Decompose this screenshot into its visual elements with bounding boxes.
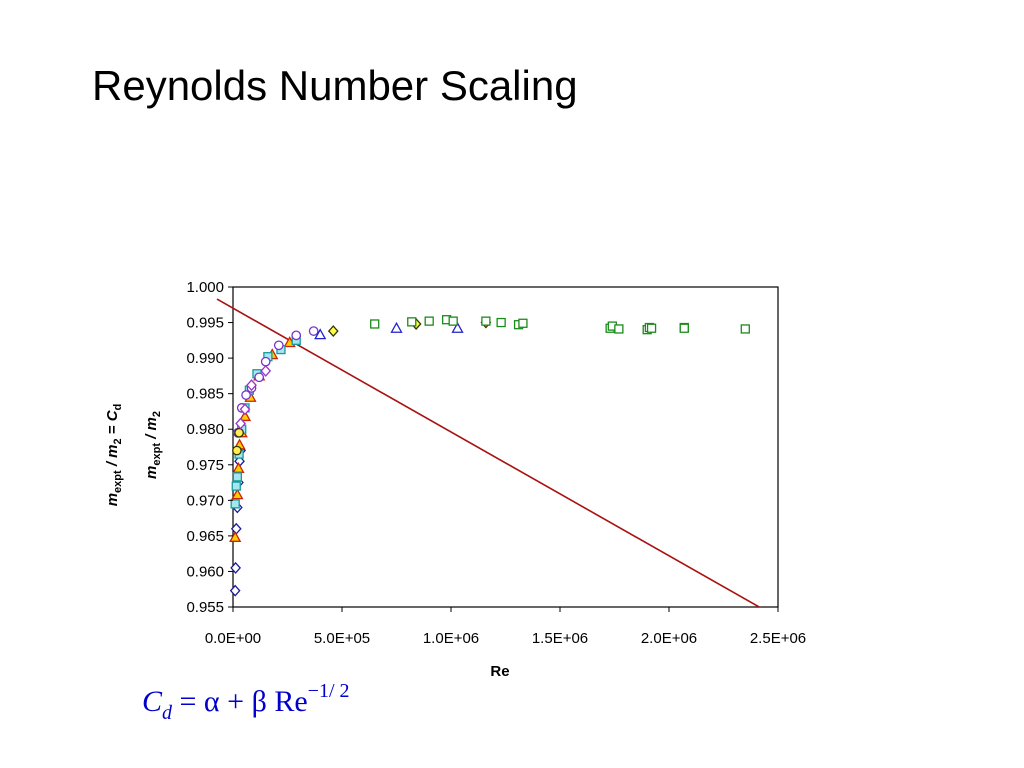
x-tick-label: 1.5E+06 (532, 630, 588, 647)
y-tick-label: 0.965 (186, 528, 224, 545)
y-axis-title-overlay: mexpt​ / m2​ = Cd​ (104, 404, 124, 507)
data-point-square (614, 324, 624, 334)
data-point-diamond (327, 325, 339, 338)
formula-cd-subscript: d (162, 702, 173, 724)
data-point-square (424, 316, 434, 326)
data-point-circle (308, 326, 319, 336)
data-point-circle (260, 356, 271, 367)
data-point-diamond (235, 417, 247, 430)
data-point-square (370, 319, 380, 329)
data-point-triangle (229, 530, 242, 542)
data-point-diamond (229, 584, 241, 597)
y-tick-label: 0.985 (186, 386, 224, 403)
data-point-triangle (231, 488, 244, 500)
data-point-triangle (390, 321, 403, 333)
data-point-square (230, 499, 240, 509)
data-point-square (646, 323, 657, 333)
data-point-square (448, 316, 458, 326)
drag-coefficient-formula: Cd = α + β Re−1/ 2 (142, 680, 350, 725)
y-tick-label: 1.000 (186, 279, 224, 296)
y-tick-label: 0.990 (186, 350, 224, 367)
data-point-diamond (246, 379, 257, 392)
data-point-square (232, 472, 243, 482)
data-point-diamond (230, 561, 241, 574)
data-point-circle (232, 445, 242, 456)
data-point-square (679, 323, 689, 333)
data-point-triangle (451, 321, 464, 333)
data-point-circle (291, 330, 302, 341)
axis-ticks: 1.000 0.995 0.990 0.985 0.980 0.975 0.970 0.965… (186, 279, 806, 647)
formula-cd-symbol: C (142, 685, 163, 718)
data-point-circle (234, 427, 244, 438)
data-point-square (407, 317, 417, 327)
data-point-square (518, 318, 528, 328)
data-point-triangle (314, 328, 327, 340)
trend-line (216, 298, 761, 607)
data-point-circle (241, 390, 251, 400)
plot-area (232, 286, 779, 608)
y-tick-label: 0.995 (186, 315, 224, 332)
x-tick-label: 2.0E+06 (641, 630, 697, 647)
x-tick-label: 0.0E+00 (205, 630, 261, 647)
data-point-diamond (260, 364, 272, 377)
y-axis-title: mexpt​ / m2​ (143, 411, 163, 479)
data-point-circle (254, 372, 265, 383)
data-point-square (231, 481, 241, 491)
x-axis-title: Re (490, 663, 509, 680)
slide-title: Reynolds Number Scaling (92, 62, 578, 109)
x-tick-label: 2.5E+06 (750, 630, 806, 647)
data-point-circle (273, 340, 284, 351)
data-point-triangle (238, 410, 252, 422)
y-tick-label: 0.975 (186, 457, 224, 474)
formula-exponent: −1/ 2 (307, 680, 350, 702)
x-tick-label: 5.0E+05 (314, 630, 370, 647)
y-tick-label: 0.980 (186, 421, 224, 438)
data-point-square (740, 324, 750, 334)
data-point-square (496, 317, 506, 328)
data-markers (229, 315, 750, 597)
formula-rhs: = α + β Re (179, 685, 308, 718)
y-tick-label: 0.970 (186, 492, 224, 509)
data-point-square (481, 316, 491, 326)
trend-line-layer (216, 298, 761, 607)
y-tick-label: 0.960 (186, 563, 224, 580)
data-point-diamond (239, 403, 251, 416)
y-tick-label: 0.955 (186, 599, 224, 616)
x-tick-label: 1.0E+06 (423, 630, 479, 647)
